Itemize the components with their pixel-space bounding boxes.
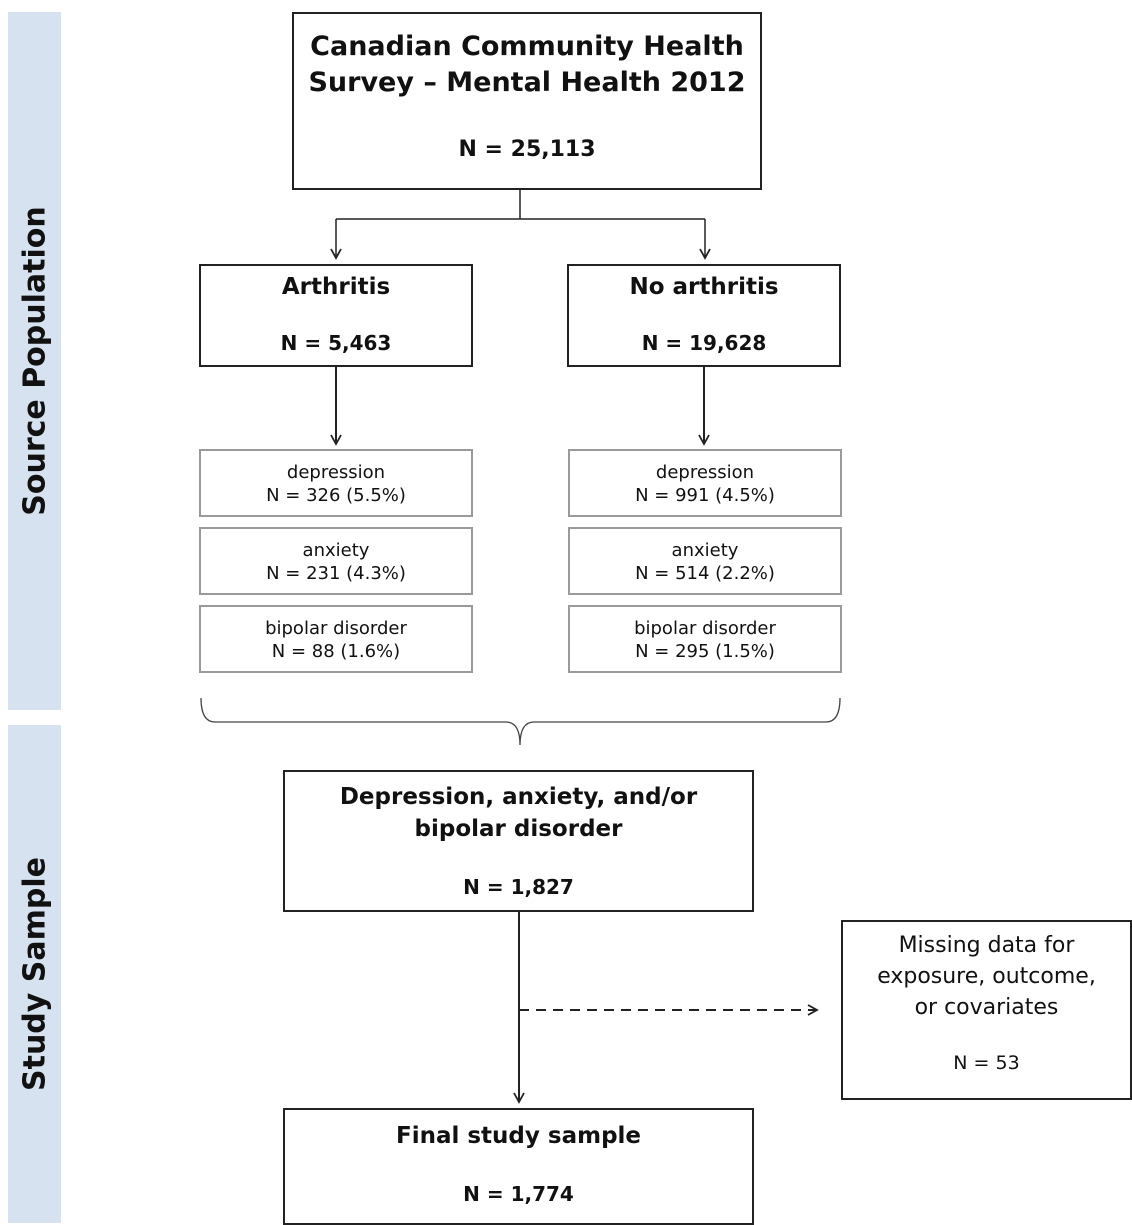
final-title: Final study sample — [395, 1123, 642, 1149]
arthritis-anxiety-box: anxiety N = 231 (4.3%) — [199, 527, 473, 595]
final-sample-box: Final study sample N = 1,774 — [283, 1108, 754, 1225]
no-arthritis-depression-box: depression N = 991 (4.5%) — [568, 449, 842, 517]
no-arthritis-bipolar-box: bipolar disorder N = 295 (1.5%) — [568, 605, 842, 673]
no-arthritis-bipolar-label: bipolar disorder — [634, 618, 776, 639]
arthritis-bipolar-label: bipolar disorder — [265, 618, 407, 639]
combined-box: Depression, anxiety, and/or bipolar diso… — [283, 770, 754, 912]
no-arthritis-anxiety-n: N = 514 (2.2%) — [635, 563, 775, 584]
no-arthritis-depression-label: depression — [655, 462, 755, 483]
no-arthritis-n: N = 19,628 — [641, 331, 767, 355]
arthritis-n: N = 5,463 — [280, 331, 392, 355]
arthritis-anxiety-n: N = 231 (4.3%) — [266, 563, 406, 584]
source-population-band: Source Population — [8, 12, 61, 710]
combined-title-line2: bipolar disorder — [414, 816, 623, 842]
final-n: N = 1,774 — [463, 1182, 574, 1206]
ccsh-title-line2: Survey – Mental Health 2012 — [308, 67, 746, 98]
missing-data-box: Missing data for exposure, outcome, or c… — [841, 920, 1132, 1100]
no-arthritis-box: No arthritis N = 19,628 — [567, 264, 841, 367]
missing-n: N = 53 — [953, 1052, 1020, 1074]
combined-title-line1: Depression, anxiety, and/or — [339, 784, 698, 810]
no-arthritis-title: No arthritis — [629, 274, 779, 300]
ccsh-n: N = 25,113 — [458, 137, 596, 162]
arthritis-anxiety-label: anxiety — [302, 540, 370, 561]
arthritis-depression-label: depression — [286, 462, 386, 483]
no-arthritis-anxiety-box: anxiety N = 514 (2.2%) — [568, 527, 842, 595]
arthritis-depression-box: depression N = 326 (5.5%) — [199, 449, 473, 517]
combined-n: N = 1,827 — [463, 875, 574, 899]
no-arthritis-bipolar-n: N = 295 (1.5%) — [635, 641, 775, 662]
ccsh-box: Canadian Community Health Survey – Menta… — [292, 12, 762, 190]
ccsh-title-line1: Canadian Community Health — [310, 31, 744, 62]
no-arthritis-anxiety-label: anxiety — [671, 540, 739, 561]
missing-line2: exposure, outcome, — [877, 964, 1096, 989]
split-connector — [330, 189, 711, 260]
arthritis-title: Arthritis — [281, 274, 391, 300]
study-sample-band: Study Sample — [8, 725, 61, 1223]
arthritis-bipolar-box: bipolar disorder N = 88 (1.6%) — [199, 605, 473, 673]
missing-line1: Missing data for — [898, 933, 1075, 958]
arthritis-box: Arthritis N = 5,463 — [199, 264, 473, 367]
arthritis-depression-n: N = 326 (5.5%) — [266, 485, 406, 506]
curly-brace — [200, 697, 841, 746]
arthritis-bipolar-n: N = 88 (1.6%) — [271, 641, 401, 662]
no-arthritis-depression-n: N = 991 (4.5%) — [635, 485, 775, 506]
missing-line3: or covariates — [914, 995, 1059, 1020]
